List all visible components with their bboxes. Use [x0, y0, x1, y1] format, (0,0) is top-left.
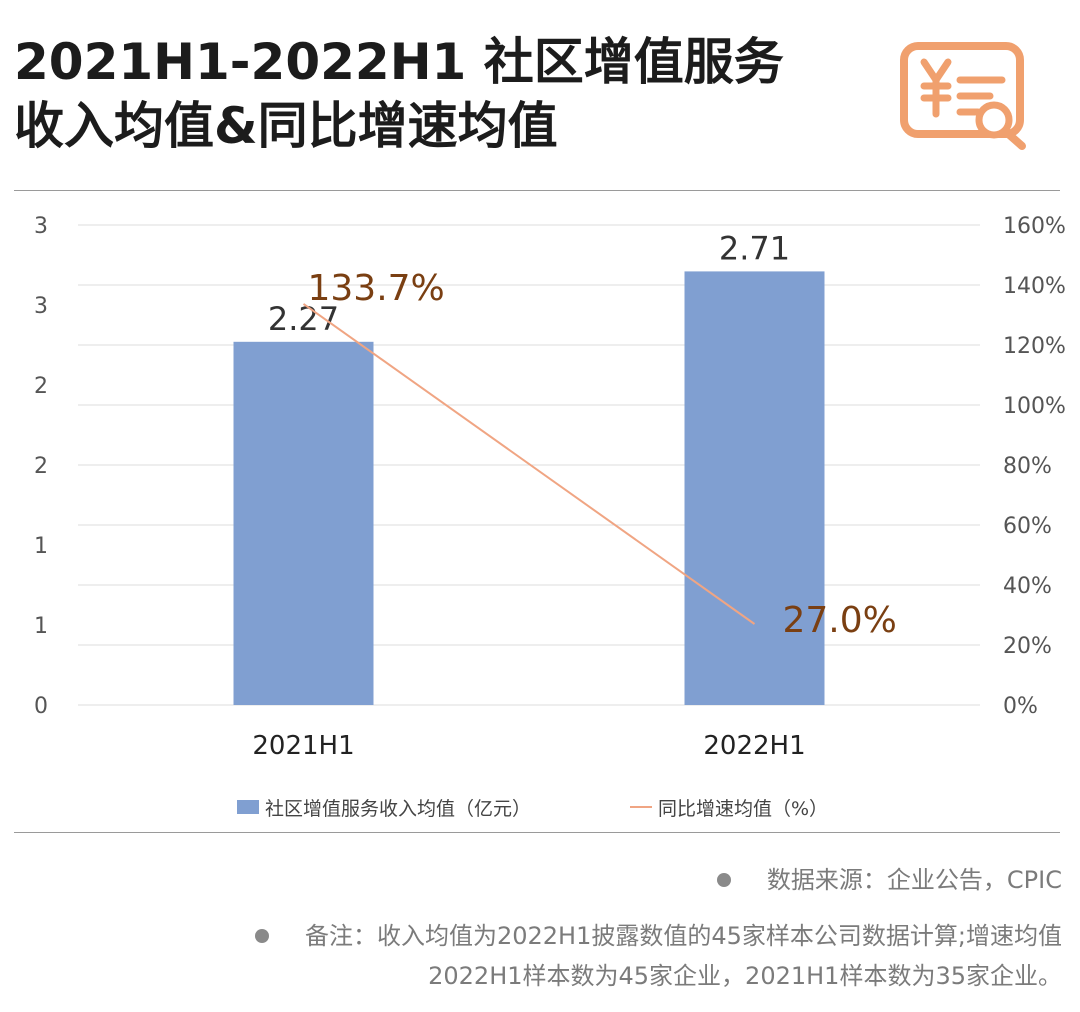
left-tick-label: 3 [34, 294, 48, 319]
source-note: 数据来源：企业公告，CPIC [716, 860, 1062, 900]
right-tick-label: 20% [1003, 634, 1052, 659]
bullet-icon [254, 929, 269, 943]
series-line [302, 303, 756, 625]
chart: 0 1 1 2 2 3 3 0% 20% 40% 60% 80% 100% 120% 140% 160% 2.2… [34, 214, 1066, 761]
chart-legend: 社区增值服务收入均值（亿元） 同比增速均值（%） [0, 792, 1080, 822]
bar-data-label: 2.27 [268, 300, 339, 338]
right-tick-label: 60% [1003, 514, 1052, 539]
right-tick-label: 120% [1003, 334, 1066, 359]
right-tick-label: 0% [1003, 694, 1038, 719]
x-tick-label: 2021H1 [252, 731, 354, 761]
legend-swatch-line [630, 806, 652, 808]
legend-label-line: 同比增速均值（%） [658, 797, 829, 820]
left-tick-label: 1 [34, 534, 48, 559]
source-text: 数据来源：企业公告，CPIC [766, 866, 1062, 894]
line-data-label: 133.7% [308, 268, 445, 309]
title-line-2: 收入均值&同比增速均值 [14, 97, 558, 155]
legend-label-bar: 社区增值服务收入均值（亿元） [265, 797, 532, 820]
right-tick-label: 100% [1003, 394, 1066, 419]
page-title: 2021H1-2022H1 社区增值服务 收入均值&同比增速均值 [14, 30, 784, 158]
legend-item-line: 同比增速均值（%） [630, 792, 828, 822]
bullet-icon [716, 873, 731, 887]
x-tick-label: 2022H1 [703, 731, 805, 761]
bar [233, 341, 374, 705]
remark-line-1: 备注：收入均值为2022H1披露数值的45家样本公司数据计算;增速均值 [304, 922, 1062, 950]
left-tick-label: 2 [34, 374, 48, 399]
bar [684, 271, 825, 705]
right-tick-label: 140% [1003, 274, 1066, 299]
top-divider [14, 190, 1060, 191]
title-line-1: 2021H1-2022H1 社区增值服务 [14, 33, 784, 91]
left-tick-label: 0 [34, 694, 48, 719]
line-data-label: 27.0% [783, 600, 897, 641]
legend-item-bar: 社区增值服务收入均值（亿元） [237, 792, 531, 822]
remark-note: 备注：收入均值为2022H1披露数值的45家样本公司数据计算;增速均值 2022… [254, 916, 1062, 996]
left-tick-label: 3 [34, 214, 48, 239]
legend-swatch-bar [237, 800, 259, 814]
right-tick-label: 160% [1003, 214, 1066, 239]
right-tick-label: 80% [1003, 454, 1052, 479]
left-tick-label: 2 [34, 454, 48, 479]
bottom-divider [14, 832, 1060, 833]
remark-line-2: 2022H1样本数为45家企业，2021H1样本数为35家企业。 [428, 962, 1062, 990]
bar-data-label: 2.71 [719, 229, 790, 267]
left-tick-label: 1 [34, 614, 48, 639]
yuan-document-search-icon [900, 42, 1026, 150]
right-tick-label: 40% [1003, 574, 1052, 599]
